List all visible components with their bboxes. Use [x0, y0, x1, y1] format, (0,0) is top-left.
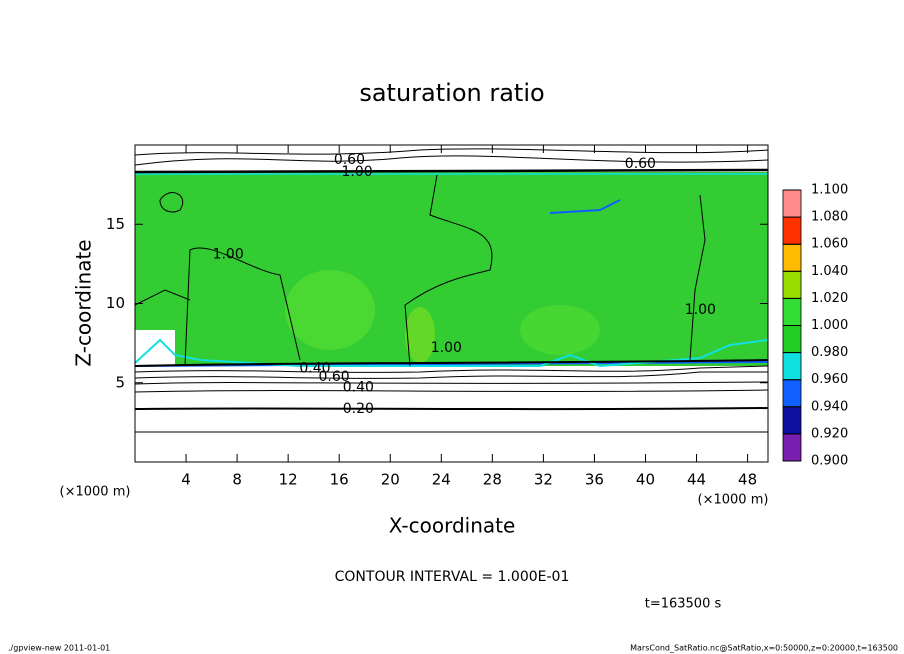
- colorbar-label: 0.980: [811, 345, 848, 360]
- contour-line: [134, 359, 769, 367]
- contour-label: 0.40: [343, 380, 374, 396]
- contour-line: [134, 289, 191, 306]
- x-tick-label: 20: [381, 471, 400, 489]
- x-tick-label: 4: [181, 471, 191, 489]
- y-tick-label: 5: [115, 373, 125, 391]
- x-axis-label: X-coordinate: [389, 514, 516, 538]
- colorbar-swatch: [782, 352, 802, 381]
- footer-left: ./gpview-new 2011-01-01: [8, 644, 110, 653]
- colorbar-label: 1.000: [811, 318, 848, 333]
- colorbar-label: 1.080: [811, 210, 848, 225]
- colorbar-label: 0.920: [811, 426, 848, 441]
- contour-interval: CONTOUR INTERVAL = 1.000E-01: [335, 569, 570, 585]
- colorbar-swatch: [782, 216, 802, 245]
- contour-line: [159, 192, 183, 213]
- contour-label: 0.20: [343, 401, 374, 417]
- contour-line: [134, 365, 769, 373]
- colorbar-label: 1.040: [811, 264, 848, 279]
- colorbar-swatch: [782, 433, 802, 462]
- contour-label: 1.00: [213, 246, 244, 262]
- colorbar-label: 1.100: [811, 183, 848, 198]
- contour-label: 0.60: [319, 369, 350, 385]
- x-unit: (×1000 m): [60, 485, 131, 500]
- colorbar-swatch: [782, 406, 802, 435]
- contour-line: [134, 407, 769, 411]
- x-tick-label: 28: [483, 471, 502, 489]
- y-axis-label: Z-coordinate: [72, 239, 96, 366]
- time-label: t=163500 s: [645, 597, 722, 612]
- colorbar-swatch: [782, 243, 802, 272]
- y-tick-label: 15: [106, 215, 125, 233]
- colorbar-label: 0.940: [811, 399, 848, 414]
- x-tick-label: 16: [330, 471, 349, 489]
- contour-line: [134, 430, 769, 434]
- field-edge: [134, 338, 769, 368]
- colorbar-swatch: [782, 325, 802, 354]
- colorbar-label: 1.060: [811, 237, 848, 252]
- x-tick-label: 8: [232, 471, 242, 489]
- contour-line: [134, 381, 769, 385]
- contour-line: [134, 155, 769, 166]
- x-tick-label: 12: [279, 471, 298, 489]
- field: [134, 172, 769, 368]
- contour-line: [134, 168, 769, 174]
- y-tick-label: 10: [106, 294, 125, 312]
- colorbar-label: 0.900: [811, 454, 848, 469]
- colorbar-swatch: [782, 189, 802, 218]
- x-unit: (×1000 m): [698, 493, 769, 508]
- colorbar-swatch: [782, 270, 802, 299]
- colorbar-swatch: [782, 297, 802, 326]
- contour-label: 0.60: [625, 156, 656, 172]
- x-tick-label: 24: [432, 471, 451, 489]
- contour-label: 0.40: [299, 360, 330, 376]
- x-tick-label: 44: [687, 471, 706, 489]
- contour-label: 1.00: [341, 164, 372, 180]
- colorbar-swatch: [782, 379, 802, 408]
- field-region: [285, 270, 375, 350]
- contour-label: 0.60: [334, 152, 365, 168]
- field-region: [405, 307, 435, 363]
- field-region: [135, 172, 768, 366]
- contour-line: [184, 247, 301, 366]
- colorbar-label: 0.960: [811, 372, 848, 387]
- x-tick-label: 36: [585, 471, 604, 489]
- colorbar-label: 1.020: [811, 291, 848, 306]
- x-tick-label: 48: [738, 471, 757, 489]
- field-edge: [134, 361, 769, 367]
- contour-label: 1.00: [685, 302, 716, 318]
- contour-line: [134, 371, 768, 379]
- contour-line: [134, 389, 769, 393]
- contour-label: 1.00: [431, 340, 462, 356]
- contour-line: [404, 174, 493, 367]
- chart-title: saturation ratio: [359, 79, 544, 107]
- contour-line: [134, 148, 769, 156]
- x-tick-label: 32: [534, 471, 553, 489]
- field-edge: [549, 199, 621, 214]
- contour-line: [689, 194, 706, 361]
- x-tick-label: 40: [636, 471, 655, 489]
- footer-right: MarsCond_SatRatio.nc@SatRatio,x=0:50000,…: [630, 644, 898, 653]
- contour-lines: [134, 148, 769, 434]
- field-region: [520, 305, 600, 355]
